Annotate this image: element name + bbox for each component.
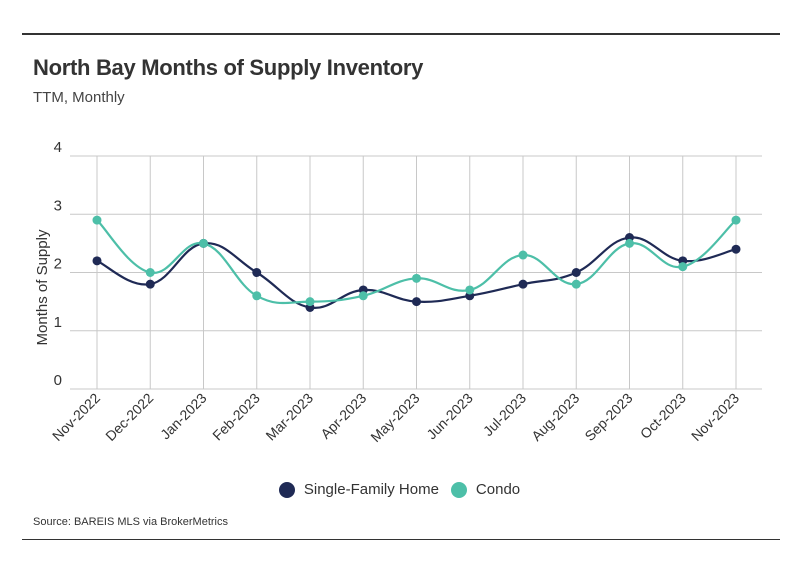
x-tick-label: Aug-2023 bbox=[528, 390, 582, 444]
single-family-data-point bbox=[731, 244, 741, 254]
x-tick-label: Jun-2023 bbox=[423, 390, 476, 443]
y-tick-label: 4 bbox=[54, 139, 62, 156]
x-tick-label: Oct-2023 bbox=[637, 390, 689, 442]
y-tick-label: 1 bbox=[54, 314, 62, 331]
x-tick-label: Feb-2023 bbox=[209, 390, 263, 444]
x-tick-label: May-2023 bbox=[367, 390, 422, 445]
x-tick-label: Sep-2023 bbox=[581, 390, 635, 444]
condo-data-point bbox=[412, 273, 421, 283]
single-family-data-point bbox=[412, 297, 421, 307]
condo-data-point bbox=[305, 297, 315, 307]
x-tick-label: Apr-2023 bbox=[317, 390, 369, 442]
bottom-rule bbox=[22, 539, 780, 540]
x-tick-label: Nov-2022 bbox=[49, 390, 103, 444]
legend: Single-Family Home Condo bbox=[0, 481, 799, 498]
legend-item: Single-Family Home bbox=[278, 481, 439, 498]
source-note: Source: BAREIS MLS via BrokerMetrics bbox=[33, 516, 229, 528]
condo-data-point bbox=[92, 215, 102, 225]
legend-item: Condo bbox=[450, 481, 521, 498]
x-tick-label: Nov-2023 bbox=[688, 390, 742, 444]
x-tick-label: Jul-2023 bbox=[480, 390, 529, 439]
condo-data-point bbox=[145, 268, 155, 277]
single-family-data-point bbox=[518, 279, 528, 289]
condo-data-point bbox=[252, 291, 262, 301]
y-tick-label: 0 bbox=[54, 372, 62, 389]
condo-data-point bbox=[731, 215, 741, 225]
single-family-data-point bbox=[571, 268, 581, 277]
legend-label: Condo bbox=[475, 481, 521, 498]
chart-title: North Bay Months of Supply Inventory bbox=[33, 55, 424, 80]
single-family-data-point bbox=[92, 256, 102, 266]
top-rule bbox=[22, 33, 780, 35]
condo-data-point bbox=[465, 285, 475, 295]
legend-swatch bbox=[278, 481, 295, 498]
x-tick-label: Jan-2023 bbox=[157, 390, 210, 443]
condo-data-point bbox=[625, 238, 634, 248]
y-tick-label: 3 bbox=[54, 197, 62, 214]
legend-label: Single-Family Home bbox=[303, 481, 439, 498]
chart-subtitle: TTM, Monthly bbox=[33, 89, 125, 106]
condo-data-point bbox=[571, 279, 581, 289]
single-family-data-point bbox=[145, 279, 155, 289]
condo-data-point bbox=[678, 262, 688, 272]
x-tick-label: Dec-2022 bbox=[102, 390, 156, 444]
condo-data-point bbox=[199, 238, 208, 248]
single-family-data-point bbox=[252, 268, 262, 277]
x-tick-label: Mar-2023 bbox=[262, 390, 316, 444]
legend-swatch bbox=[450, 481, 467, 498]
y-tick-label: 2 bbox=[54, 256, 62, 273]
condo-data-point bbox=[358, 291, 368, 301]
condo-data-point bbox=[518, 250, 528, 260]
y-axis-label: Months of Supply bbox=[34, 229, 51, 345]
